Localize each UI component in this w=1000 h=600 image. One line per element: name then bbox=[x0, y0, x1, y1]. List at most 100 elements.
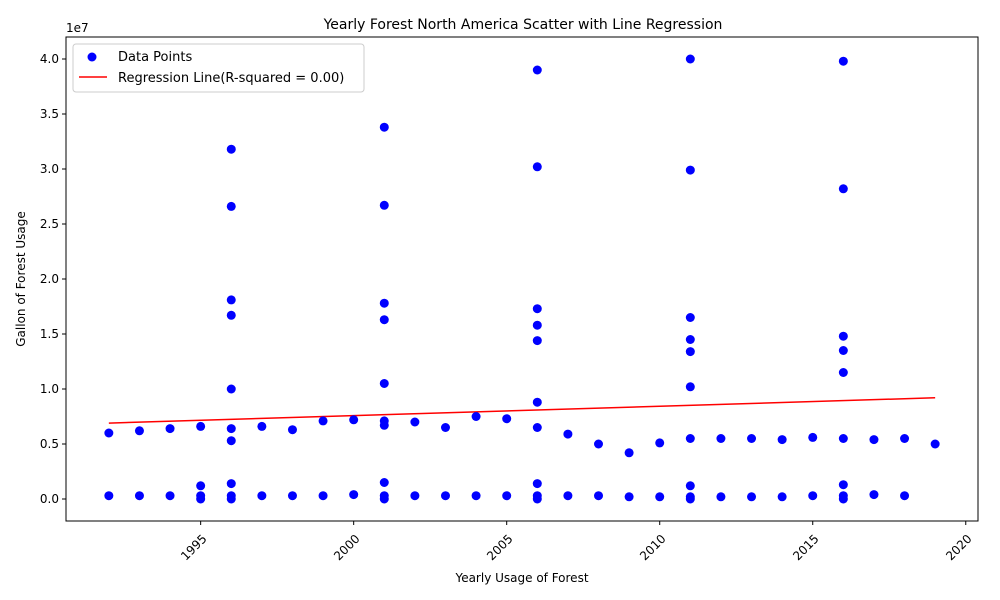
data-point bbox=[196, 421, 206, 431]
legend-marker-data-points bbox=[87, 52, 97, 62]
data-point bbox=[349, 415, 359, 425]
y-axis: 0.0 0.5 1.0 1.5 2.0 2.5 3.0 3.5 4.0 bbox=[40, 52, 66, 506]
x-tick-label: 2005 bbox=[484, 532, 515, 563]
chart-title: Yearly Forest North America Scatter with… bbox=[323, 17, 723, 33]
data-point bbox=[532, 397, 542, 407]
data-point bbox=[900, 434, 910, 443]
data-point bbox=[410, 417, 420, 427]
data-point bbox=[104, 491, 114, 501]
data-point bbox=[777, 435, 787, 445]
y-axis-label: Gallon of Forest Usage bbox=[14, 211, 28, 347]
data-point bbox=[532, 479, 542, 489]
data-point bbox=[226, 144, 236, 154]
data-point bbox=[165, 424, 175, 434]
data-point bbox=[379, 298, 389, 308]
y-tick-label: 1.5 bbox=[40, 327, 59, 341]
data-point bbox=[594, 491, 604, 501]
data-point bbox=[685, 54, 695, 64]
data-point bbox=[287, 491, 297, 501]
data-point bbox=[226, 424, 236, 434]
data-point bbox=[287, 425, 297, 435]
data-point bbox=[808, 432, 818, 442]
data-point bbox=[226, 436, 236, 446]
legend: Data Points Regression Line(R-squared = … bbox=[72, 43, 365, 93]
data-point bbox=[685, 335, 695, 344]
data-point bbox=[502, 491, 512, 501]
data-point bbox=[532, 65, 542, 75]
data-point bbox=[379, 478, 389, 487]
data-point bbox=[134, 426, 144, 436]
data-point bbox=[196, 481, 206, 491]
data-point bbox=[226, 310, 236, 320]
data-point bbox=[532, 494, 542, 504]
x-axis-label: Yearly Usage of Forest bbox=[454, 571, 588, 585]
data-point bbox=[655, 492, 665, 502]
data-point bbox=[379, 379, 389, 388]
data-point bbox=[838, 56, 848, 66]
y-tick-label: 2.0 bbox=[40, 272, 59, 286]
data-point bbox=[349, 490, 359, 500]
data-point bbox=[930, 439, 940, 449]
data-point bbox=[716, 434, 726, 443]
data-point bbox=[471, 491, 481, 501]
data-point bbox=[685, 313, 695, 322]
plot-area bbox=[66, 37, 978, 521]
data-point bbox=[410, 491, 420, 501]
data-point bbox=[226, 494, 236, 504]
data-point bbox=[869, 490, 879, 500]
data-point bbox=[226, 295, 236, 305]
data-point bbox=[440, 491, 450, 501]
data-point bbox=[685, 165, 695, 175]
data-point bbox=[502, 414, 512, 424]
data-point bbox=[685, 434, 695, 443]
data-point bbox=[532, 162, 542, 172]
legend-label-data-points: Data Points bbox=[118, 50, 192, 65]
data-point bbox=[104, 428, 114, 438]
y-tick-label: 0.0 bbox=[40, 492, 59, 506]
y-tick-label: 3.0 bbox=[40, 162, 59, 176]
data-point bbox=[900, 491, 910, 501]
data-point bbox=[563, 429, 573, 439]
data-point bbox=[226, 384, 236, 394]
data-point bbox=[838, 480, 848, 490]
data-point bbox=[440, 423, 450, 432]
data-point bbox=[655, 438, 665, 448]
data-point bbox=[563, 491, 573, 501]
data-point bbox=[777, 492, 787, 502]
data-point bbox=[379, 200, 389, 210]
data-points-group bbox=[104, 54, 940, 504]
data-point bbox=[838, 331, 848, 341]
data-point bbox=[532, 423, 542, 432]
data-point bbox=[379, 122, 389, 132]
regression-line bbox=[108, 397, 936, 424]
plot-border bbox=[65, 36, 979, 522]
x-tick-label: 2000 bbox=[331, 532, 362, 563]
x-axis: 1995 2000 2005 2010 2015 2020 bbox=[178, 521, 975, 563]
y-tick-label: 1.0 bbox=[40, 382, 59, 396]
data-point bbox=[838, 434, 848, 443]
data-point bbox=[532, 336, 542, 346]
data-point bbox=[869, 435, 879, 445]
data-point bbox=[685, 382, 695, 392]
data-point bbox=[685, 347, 695, 357]
data-point bbox=[685, 494, 695, 504]
data-point bbox=[257, 491, 267, 501]
y-tick-label: 4.0 bbox=[40, 52, 59, 66]
x-tick-label: 2020 bbox=[943, 532, 974, 563]
data-point bbox=[716, 492, 726, 502]
x-tick-label: 2010 bbox=[637, 532, 668, 563]
data-point bbox=[318, 416, 328, 426]
data-point bbox=[134, 491, 144, 501]
data-point bbox=[318, 491, 328, 501]
y-tick-label: 0.5 bbox=[40, 437, 59, 451]
y-axis-offset-label: 1e7 bbox=[66, 21, 89, 35]
data-point bbox=[838, 494, 848, 504]
data-point bbox=[685, 481, 695, 491]
data-point bbox=[379, 494, 389, 504]
x-tick-label: 2015 bbox=[790, 532, 821, 563]
data-point bbox=[532, 304, 542, 314]
data-point bbox=[379, 315, 389, 325]
x-tick-label: 1995 bbox=[178, 532, 209, 563]
data-point bbox=[808, 491, 818, 501]
data-point bbox=[624, 492, 634, 502]
